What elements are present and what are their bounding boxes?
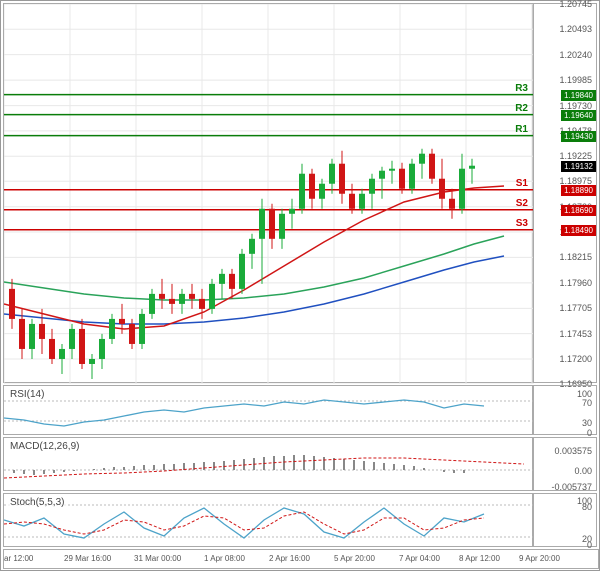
r3-label: R3 [515, 83, 528, 94]
stoch-label: Stoch(5,5,3) [8, 497, 66, 508]
rsi-y-axis: 10070300 [533, 385, 597, 435]
price-chart-svg [4, 4, 534, 384]
price-y-axis: 1.207451.204931.202401.199851.197301.194… [533, 3, 597, 383]
s2-label: S2 [516, 198, 528, 209]
rsi-panel[interactable]: RSI(14) [3, 385, 533, 435]
macd-svg [4, 438, 534, 492]
s1-label: S1 [516, 178, 528, 189]
r2-label: R2 [515, 103, 528, 114]
stoch-panel[interactable]: Stoch(5,5,3) [3, 493, 533, 547]
price-chart-panel[interactable]: R3 R2 R1 S1 S2 S3 [3, 3, 533, 383]
macd-panel[interactable]: MACD(12,26,9) [3, 437, 533, 491]
r1-label: R1 [515, 124, 528, 135]
stoch-y-axis: 10080200 [533, 493, 597, 547]
forex-chart-container: R3 R2 R1 S1 S2 S3 1.207451.204931.202401… [0, 0, 600, 571]
rsi-label: RSI(14) [8, 389, 46, 400]
macd-label: MACD(12,26,9) [8, 441, 81, 452]
time-x-axis: ar 12:0029 Mar 16:0031 Mar 00:001 Apr 08… [3, 549, 599, 569]
s3-label: S3 [516, 218, 528, 229]
stoch-svg [4, 494, 534, 548]
macd-y-axis: 0.0035750.00-0.005737 [533, 437, 597, 491]
rsi-svg [4, 386, 534, 436]
